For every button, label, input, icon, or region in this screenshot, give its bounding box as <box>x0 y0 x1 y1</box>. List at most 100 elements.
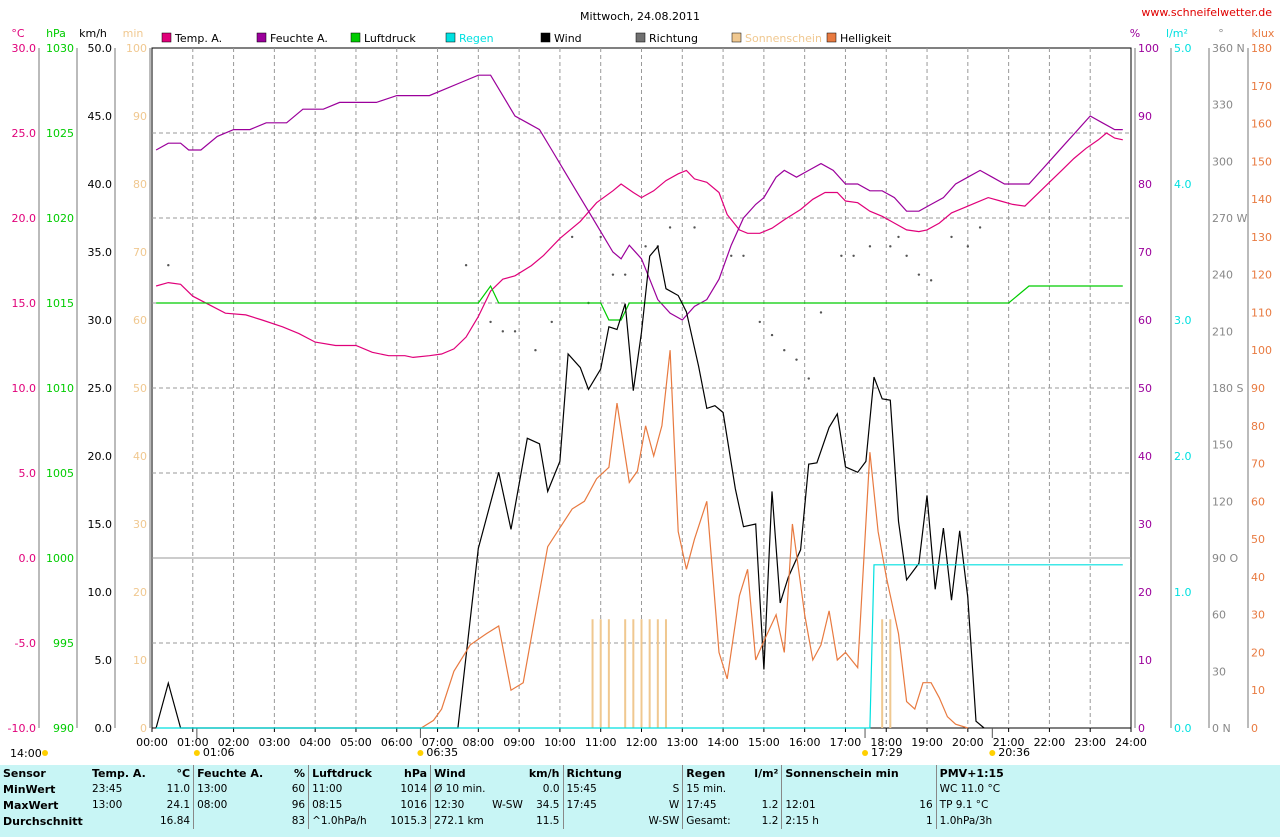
axis-unit-rain: l/m² <box>1166 27 1188 40</box>
y-tick-direction: 300 <box>1212 155 1233 168</box>
legend-swatch <box>161 32 172 43</box>
y-tick-wind: 15.0 <box>88 518 113 531</box>
x-tick-label: 05:00 <box>340 736 372 749</box>
y-tick-rain: 2.0 <box>1174 450 1192 463</box>
stats-cell: WC 11.0 °C <box>939 783 1001 795</box>
y-tick-rain: 3.0 <box>1174 314 1192 327</box>
x-tick-label: 23:00 <box>1074 736 1106 749</box>
sun-icon <box>42 750 48 756</box>
axis-unit-wind: km/h <box>79 27 107 40</box>
legend-swatch <box>826 32 837 43</box>
y-tick-temp: 30.0 <box>12 42 37 55</box>
y-tick-pressure: 1010 <box>46 382 74 395</box>
y-tick-humidity: 60 <box>1138 314 1152 327</box>
stats-cell: 1014 <box>386 781 432 797</box>
stats-cell: 96 <box>274 797 310 813</box>
direction-dot <box>513 330 517 333</box>
y-tick-humidity: 50 <box>1138 382 1152 395</box>
website-link[interactable]: www.schneifelwetter.de <box>1141 6 1272 19</box>
direction-dot <box>489 320 492 324</box>
y-tick-lux: 40 <box>1251 571 1265 584</box>
stats-cell: 11.0 <box>157 781 195 797</box>
stats-label-max: MaxWert <box>3 798 59 812</box>
y-tick-direction: 360 N <box>1212 42 1245 55</box>
axis-units: °C hPa km/h min% l/m² ° klux <box>11 27 1275 40</box>
y-tick-lux: 130 <box>1251 231 1272 244</box>
stats-h-wind-unit: km/h <box>525 765 564 781</box>
y-tick-lux: 110 <box>1251 306 1272 319</box>
x-tick-label: 06:00 <box>381 736 413 749</box>
y-tick-humidity: 30 <box>1138 518 1152 531</box>
y-tick-humidity: 10 <box>1138 654 1152 667</box>
legend-label: Richtung <box>649 32 698 45</box>
y-tick-humidity: 0 <box>1138 722 1145 735</box>
y-tick-temp: 20.0 <box>12 212 37 225</box>
stats-cell: 1.2 <box>751 797 783 813</box>
plot-area: -10.0 -5.0 0.0 5.0 10.0 15.0 20.0 25.0 30.0 990 99… <box>8 42 1272 760</box>
stats-h-direction: Richtung <box>566 766 622 780</box>
y-tick-wind: 10.0 <box>88 586 113 599</box>
stats-cell: 1 <box>901 813 937 829</box>
y-tick-wind: 30.0 <box>88 314 113 327</box>
stats-cell: 1016 <box>386 797 432 813</box>
stats-cell: 12:30 <box>434 799 465 811</box>
direction-dot <box>623 273 627 276</box>
x-tick-label: 24:00 <box>1115 736 1147 749</box>
y-tick-sun: 40 <box>133 450 147 463</box>
direction-dot <box>770 333 774 337</box>
legend-label: Sonnenschein <box>745 32 822 45</box>
series-temp <box>155 132 1123 359</box>
stats-h-pressure-unit: hPa <box>386 765 432 781</box>
legend-swatch <box>256 32 267 43</box>
y-tick-humidity: 20 <box>1138 586 1152 599</box>
y-tick-direction: 90 O <box>1212 552 1238 565</box>
stats-cell: 1.2 <box>751 813 783 829</box>
y-tick-wind: 40.0 <box>88 178 113 191</box>
y-tick-rain: 1.0 <box>1174 586 1192 599</box>
stats-cell: S <box>645 781 684 797</box>
series-rain <box>156 564 1123 729</box>
sun-marker-icon <box>862 750 869 756</box>
weather-chart: Mittwoch, 24.08.2011 www.schneifelwetter… <box>8 6 1275 760</box>
stats-cell: 34.5 <box>525 797 564 813</box>
stats-cell: 13:00 <box>92 799 123 811</box>
x-tick-label: 01:00 <box>177 736 209 749</box>
legend-label: Feuchte A. <box>270 32 328 45</box>
y-tick-wind: 25.0 <box>88 382 113 395</box>
legend-label: Luftdruck <box>364 32 416 45</box>
stats-cell: 83 <box>274 813 310 829</box>
y-tick-pressure: 1005 <box>46 467 74 480</box>
stats-row-max: MaxWert 13:00 24.1 08:00 96 08:15 1016 1… <box>0 797 1043 813</box>
axis-unit-direction: ° <box>1218 27 1224 40</box>
stats-cell: 11:00 <box>312 783 343 795</box>
sun-marker-icon <box>193 750 200 756</box>
direction-dot <box>897 235 900 239</box>
series-pressure <box>156 284 1123 321</box>
stats-cell <box>194 813 275 829</box>
axis-unit-temp: °C <box>11 27 25 40</box>
direction-dot <box>501 330 505 333</box>
stats-cell: W-SW <box>492 799 523 811</box>
chart-title: Mittwoch, 24.08.2011 <box>580 10 700 23</box>
y-tick-wind: 5.0 <box>95 654 113 667</box>
stats-cell: 15:45 <box>566 783 597 795</box>
y-tick-direction: 0 N <box>1212 722 1231 735</box>
stats-cell: 0.0 <box>525 781 564 797</box>
y-tick-temp: 15.0 <box>12 297 37 310</box>
y-tick-wind: 45.0 <box>88 110 113 123</box>
x-tick-label: 17:00 <box>830 736 862 749</box>
x-tick-label: 07:00 <box>422 736 454 749</box>
stats-cell: 13:00 <box>197 783 228 795</box>
y-tick-sun: 10 <box>133 654 147 667</box>
stats-cell: 16 <box>901 797 937 813</box>
y-tick-sun: 50 <box>133 382 147 395</box>
direction-dot <box>668 226 672 229</box>
stats-h-rain-unit: l/m² <box>751 765 783 781</box>
y-tick-direction: 120 <box>1212 495 1233 508</box>
legend-label: Regen <box>459 32 494 45</box>
direction-dot <box>929 279 933 282</box>
direction-dot <box>758 320 761 324</box>
y-tick-direction: 30 <box>1212 665 1226 678</box>
direction-dot <box>730 254 733 257</box>
stats-h-temp-unit: °C <box>157 765 195 781</box>
